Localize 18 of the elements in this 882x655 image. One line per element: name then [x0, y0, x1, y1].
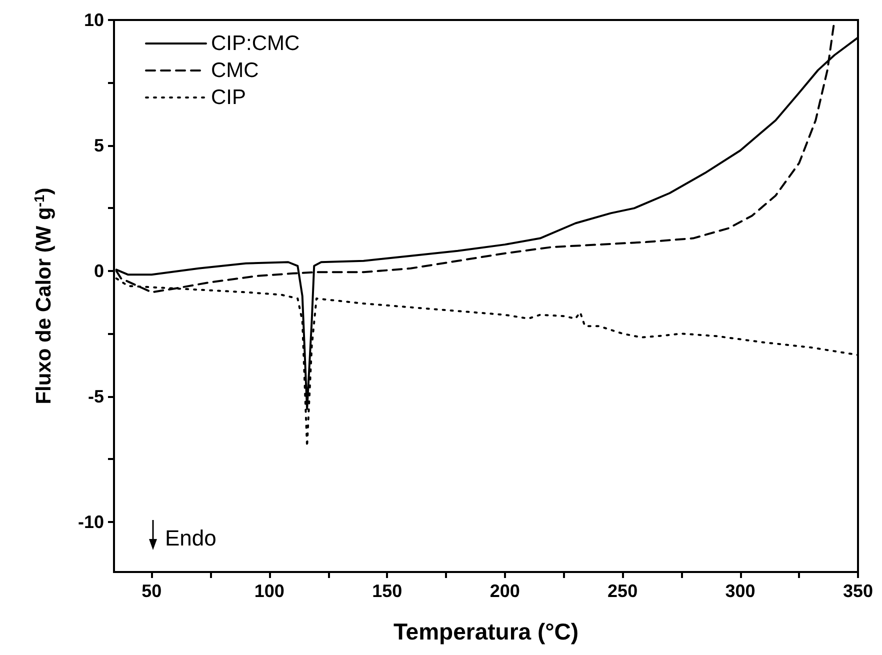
y-tick-label: 10: [84, 10, 104, 30]
legend-label: CMC: [211, 59, 259, 82]
y-tick-label: 0: [94, 260, 104, 281]
y-tick-label: -5: [88, 386, 104, 406]
legend-label: CIP: [211, 86, 246, 109]
x-axis-title: Temperatura (°C): [393, 618, 579, 644]
y-tick-label: 5: [94, 135, 104, 156]
x-tick-label: 50: [142, 581, 162, 601]
x-tick-label: 150: [372, 581, 402, 601]
y-axis-title: Fluxo de Calor (W g-1): [31, 188, 56, 404]
x-tick-label: 300: [725, 581, 756, 601]
x-tick-label: 350: [842, 581, 874, 601]
x-tick-label: 200: [490, 581, 520, 601]
x-tick-label: 250: [608, 581, 638, 601]
y-tick-label: -10: [78, 512, 104, 532]
x-tick-label: 100: [254, 581, 284, 601]
annotation: Endo: [165, 526, 216, 550]
legend-label: CIP:CMC: [211, 32, 300, 55]
